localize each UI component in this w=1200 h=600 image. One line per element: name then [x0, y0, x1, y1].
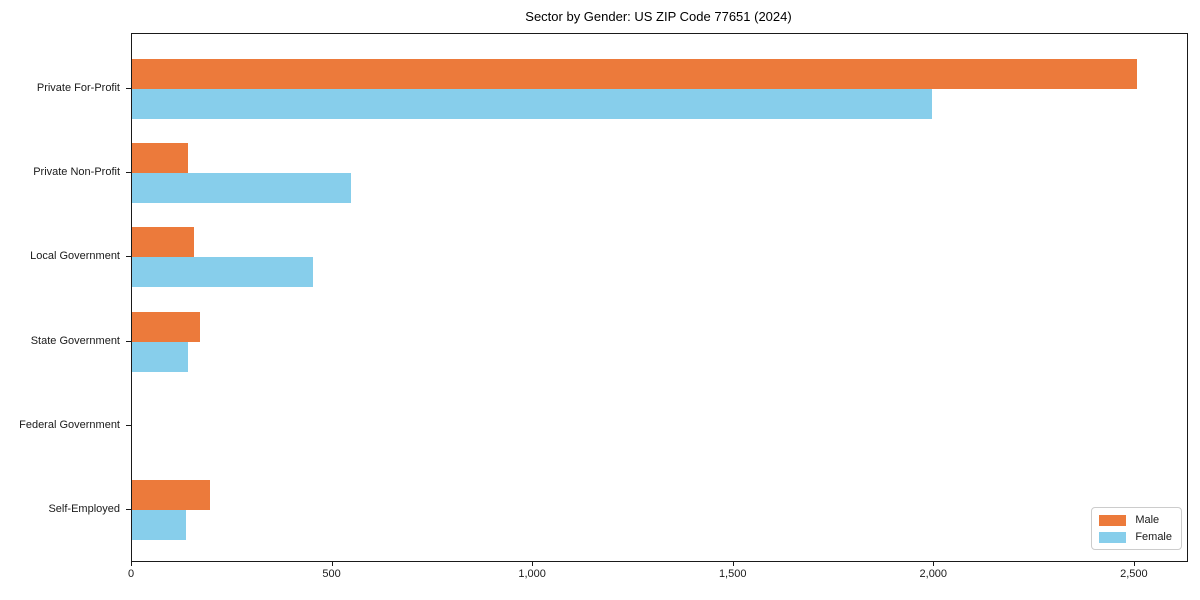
bar-female-local-government — [132, 257, 313, 288]
bar-male-state-government — [132, 311, 201, 342]
bar-female-self-employed — [132, 510, 187, 540]
x-tick-mark-500 — [331, 561, 333, 566]
y-tick-label-private-non-profit: Private Non-Profit — [33, 166, 120, 179]
legend-item-male: Male — [1099, 514, 1172, 526]
x-tick-label-2000: 2,000 — [919, 568, 948, 580]
y-tick-mark-private-non-profit — [126, 172, 131, 174]
y-tick-mark-private-for-profit — [126, 88, 131, 89]
plot-area: Male Female — [131, 33, 1188, 562]
x-tick-label-2500: 2,500 — [1120, 568, 1148, 580]
chart-title: Sector by Gender: US ZIP Code 77651 (202… — [525, 9, 792, 24]
x-tick-mark-2000 — [933, 561, 935, 566]
bar-female-private-for-profit — [132, 89, 933, 119]
bar-male-local-government — [132, 227, 195, 258]
y-tick-label-local-government: Local Government — [30, 250, 120, 263]
legend-item-female: Female — [1099, 531, 1172, 543]
x-tick-mark-1500 — [732, 561, 734, 566]
y-tick-mark-federal-government — [126, 424, 131, 426]
y-tick-label-self-employed: Self-Employed — [48, 503, 120, 515]
legend-swatch-male — [1099, 514, 1127, 526]
legend-label-female: Female — [1135, 531, 1172, 543]
y-tick-label-federal-government: Federal Government — [19, 418, 120, 431]
y-tick-label-private-for-profit: Private For-Profit — [36, 82, 120, 94]
x-tick-mark-1000 — [532, 561, 534, 566]
bar-male-private-non-profit — [132, 143, 189, 174]
legend-label-male: Male — [1135, 514, 1160, 526]
y-tick-mark-local-government — [126, 256, 131, 258]
x-tick-label-1500: 1,500 — [718, 568, 747, 580]
x-tick-label-1000: 1,000 — [518, 568, 546, 580]
x-tick-mark-2500 — [1133, 561, 1135, 566]
bar-female-private-non-profit — [132, 173, 351, 204]
y-tick-mark-state-government — [126, 340, 131, 342]
y-tick-mark-self-employed — [126, 509, 131, 510]
bar-male-private-for-profit — [132, 59, 1137, 89]
bar-male-self-employed — [132, 480, 211, 510]
x-tick-label-0: 0 — [127, 568, 135, 580]
legend-swatch-female — [1099, 531, 1127, 543]
bar-female-state-government — [132, 341, 189, 372]
x-tick-mark-0 — [131, 561, 132, 566]
legend: Male Female — [1091, 507, 1182, 550]
y-tick-label-state-government: State Government — [30, 334, 120, 347]
x-tick-label-500: 500 — [322, 568, 341, 580]
